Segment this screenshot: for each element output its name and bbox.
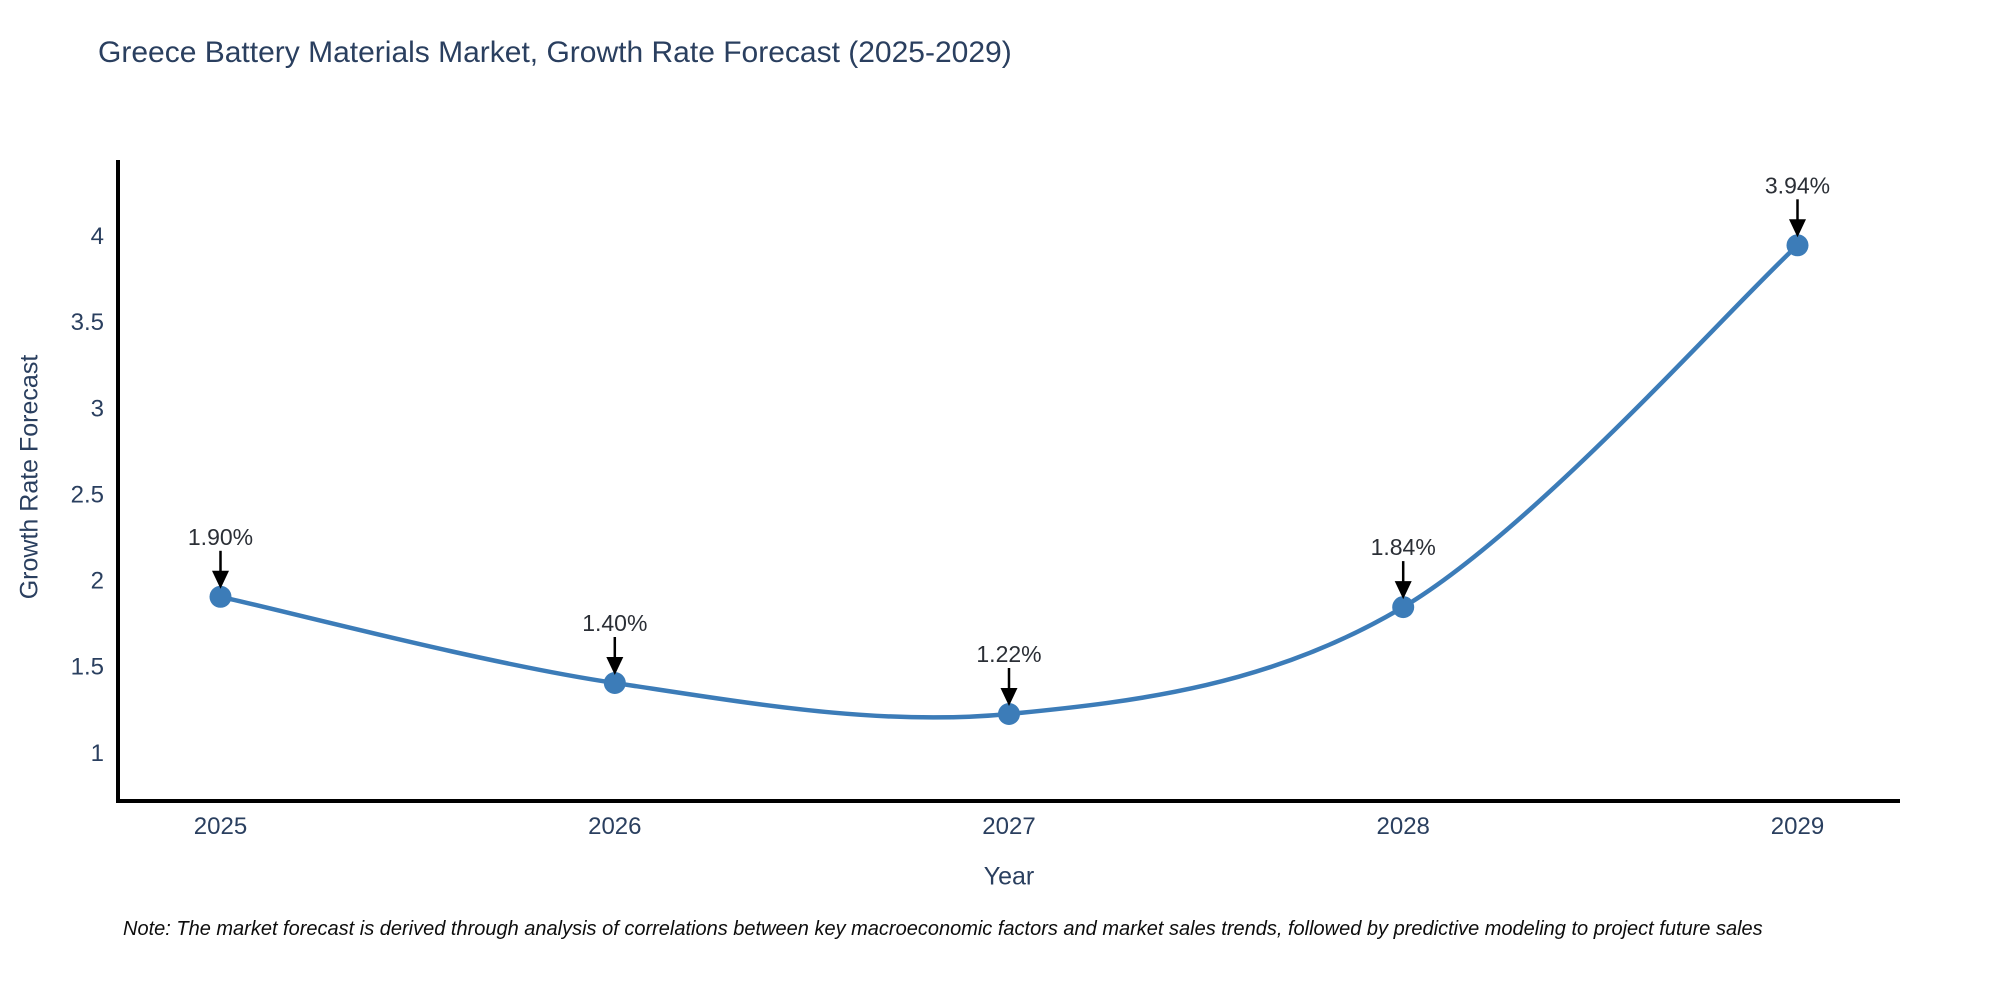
- y-tick-label: 1.5: [71, 654, 104, 681]
- footnote: Note: The market forecast is derived thr…: [123, 918, 1763, 940]
- axis-spines: [116, 160, 1900, 803]
- x-tick-label: 2028: [1377, 813, 1430, 840]
- annotation-label: 1.22%: [976, 641, 1041, 667]
- x-tick-label: 2026: [588, 813, 641, 840]
- y-tick-label: 3.5: [71, 309, 104, 336]
- y-tick-label: 1: [91, 740, 104, 767]
- data-point[interactable]: [1392, 596, 1415, 619]
- data-point[interactable]: [209, 585, 232, 608]
- y-tick-label: 2.5: [71, 481, 104, 508]
- annotation-arrowhead-icon: [212, 570, 229, 589]
- x-axis-title: Year: [983, 862, 1035, 891]
- y-tick-label: 2: [91, 568, 104, 595]
- x-tick-label: 2027: [982, 813, 1035, 840]
- y-tick-label: 3: [91, 395, 104, 422]
- x-tick-label: 2029: [1771, 813, 1824, 840]
- annotation-label: 1.40%: [582, 610, 647, 636]
- data-point[interactable]: [603, 672, 626, 694]
- annotation-label: 3.94%: [1765, 172, 1830, 198]
- forecast-line: [218, 243, 1800, 720]
- x-tick-label: 2025: [194, 813, 247, 840]
- annotation-arrowhead-icon: [1394, 581, 1412, 600]
- annotation-arrowhead-icon: [1000, 688, 1018, 706]
- annotation-label: 1.84%: [1371, 534, 1436, 560]
- data-point[interactable]: [1786, 234, 1809, 257]
- annotation-arrowhead-icon: [606, 657, 624, 675]
- annotation-label: 1.90%: [188, 524, 253, 550]
- annotation-arrowhead-icon: [1789, 219, 1806, 238]
- chart-title: Greece Battery Materials Market, Growth …: [98, 36, 1012, 69]
- y-tick-label: 4: [91, 223, 104, 250]
- data-point[interactable]: [998, 703, 1020, 725]
